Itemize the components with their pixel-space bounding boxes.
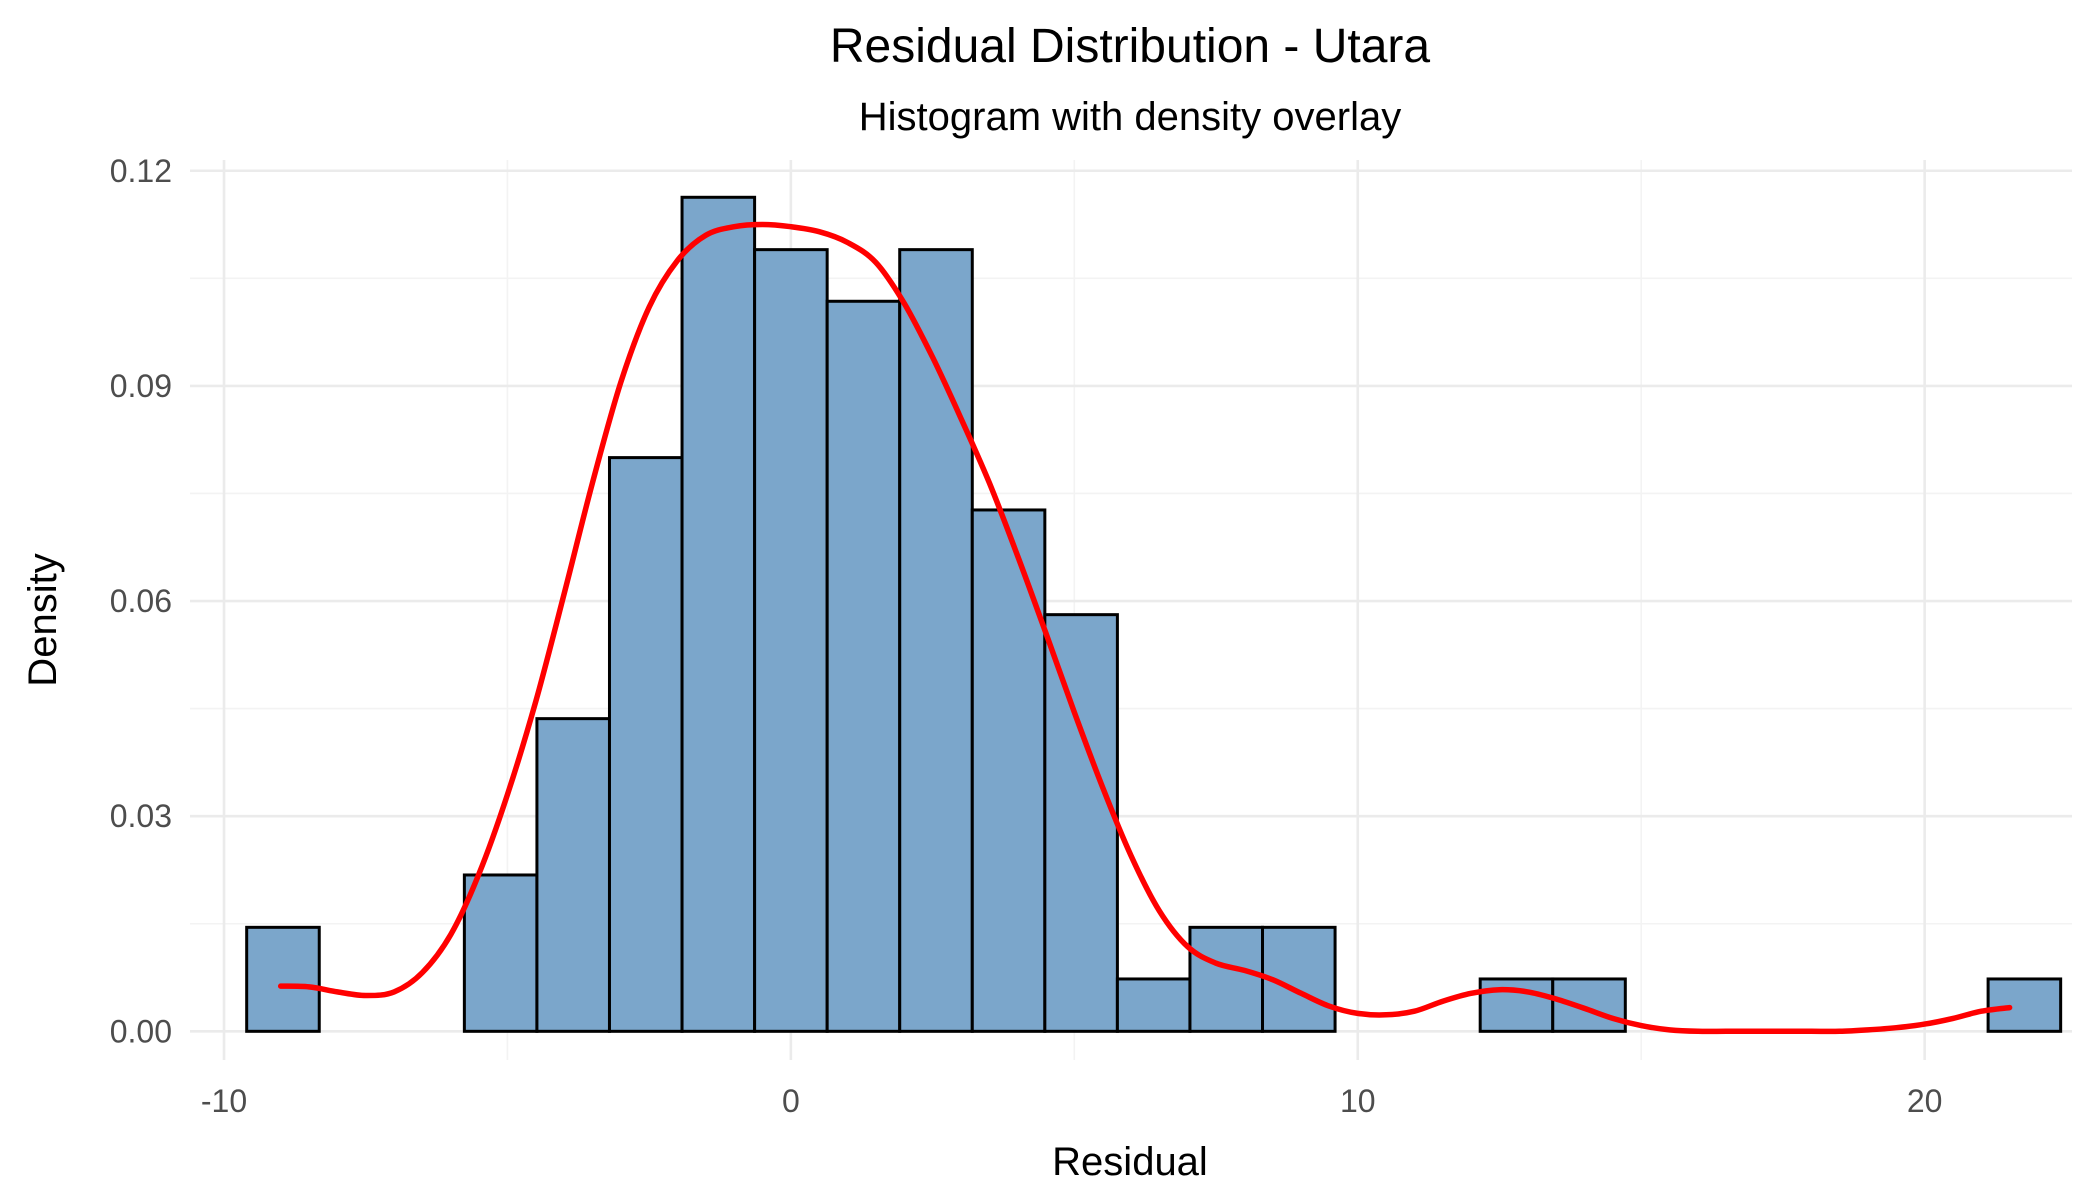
- y-tick-label: 0.06: [110, 583, 172, 619]
- histogram-bar: [462, 873, 539, 1033]
- axis-ticks: -10 0 10 20 0.00 0.03 0.06 0.09 0.12: [110, 153, 1943, 1119]
- chart-title: Residual Distribution - Utara: [830, 20, 1431, 73]
- x-axis-title: Residual: [1052, 1140, 1208, 1184]
- histogram-bar: [1188, 925, 1265, 1033]
- histogram-bar: [245, 925, 321, 1033]
- density-overlay: [277, 221, 2013, 1035]
- y-tick-label: 0.03: [110, 798, 172, 834]
- x-tick-label: 0: [782, 1083, 800, 1119]
- histogram-bar: [1043, 613, 1119, 1033]
- histogram-bars: [245, 195, 2063, 1033]
- histogram-bar: [898, 248, 974, 1033]
- histogram-bar: [680, 195, 757, 1033]
- x-tick-label: -10: [201, 1083, 247, 1119]
- histogram-bar: [607, 456, 684, 1033]
- histogram-bar: [1115, 977, 1192, 1033]
- histogram-bar: [1986, 977, 2063, 1033]
- histogram-bar: [753, 248, 829, 1033]
- y-tick-label: 0.09: [110, 368, 172, 404]
- histogram-bar: [535, 717, 611, 1033]
- histogram-bar: [970, 508, 1047, 1033]
- histogram-bar: [1551, 977, 1627, 1033]
- chart-subtitle: Histogram with density overlay: [859, 95, 1401, 139]
- histogram-bar: [825, 299, 902, 1033]
- y-tick-label: 0.12: [110, 153, 172, 189]
- y-tick-label: 0.00: [110, 1013, 172, 1049]
- density-curve: [277, 221, 2013, 1035]
- histogram-bar: [1478, 977, 1555, 1033]
- x-tick-label: 10: [1340, 1083, 1376, 1119]
- y-axis-title: Density: [21, 553, 65, 686]
- x-tick-label: 20: [1907, 1083, 1943, 1119]
